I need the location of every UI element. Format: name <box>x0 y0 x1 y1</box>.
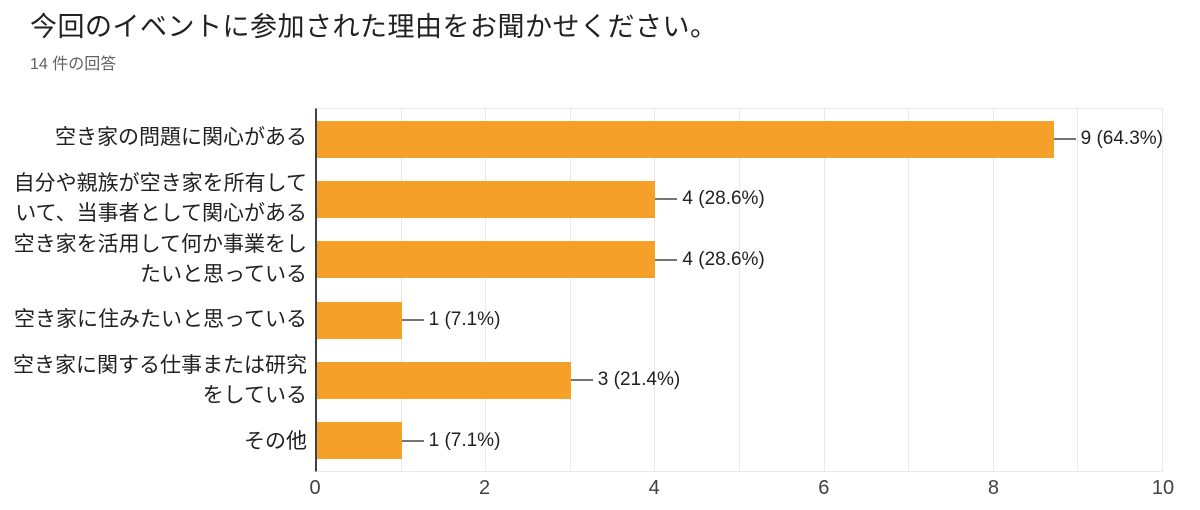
category-label-line: たいと思っている <box>140 262 307 286</box>
bar-rows: 9 (64.3%) 4 (28.6%) 4 (28.6%) 1 (7.1%) 3 (21… <box>317 109 1163 471</box>
x-axis-tick: 10 <box>1151 477 1175 499</box>
gridline <box>908 109 910 471</box>
x-axis-tick: 0 <box>309 477 321 499</box>
gridline <box>823 109 825 471</box>
gridline <box>1162 109 1163 471</box>
value-label: 1 (7.1%) <box>428 429 501 451</box>
x-axis-tick: 2 <box>479 477 491 499</box>
bar <box>317 301 402 339</box>
bar-row: 4 (28.6%) <box>317 169 1163 229</box>
category-label: 空き家の問題に関心がある <box>0 108 307 169</box>
gridline <box>485 109 487 471</box>
category-label-line: 空き家に住みたいと思っている <box>14 308 307 332</box>
category-label: その他 <box>0 411 307 472</box>
category-label: 空き家に住みたいと思っている <box>0 290 307 351</box>
bar <box>317 361 571 399</box>
value-label: 3 (21.4%) <box>597 369 681 391</box>
x-axis-tick: 4 <box>648 477 660 499</box>
value-label: 4 (28.6%) <box>682 248 765 270</box>
page-title: 今回のイベントに参加された理由をお聞かせください。 <box>30 12 718 42</box>
gridline <box>569 109 571 471</box>
bar-row: 4 (28.6%) <box>317 230 1163 290</box>
callout-line <box>570 379 593 382</box>
callout-line <box>655 198 678 201</box>
bar <box>317 241 656 279</box>
category-label-line: 空き家を活用して何か事業をし <box>13 232 307 256</box>
callout-line <box>401 319 424 322</box>
category-label: 自分や親族が空き家を所有して いて、当事者として関心がある <box>0 169 307 230</box>
callout-line <box>1053 138 1076 141</box>
value-label: 9 (64.3%) <box>1080 128 1163 150</box>
bar-row: 9 (64.3%) <box>317 109 1163 169</box>
bar <box>317 120 1054 158</box>
category-label-line: 空き家に関する仕事または研究 <box>13 354 307 378</box>
bar <box>317 422 402 460</box>
x-axis: 0 2 4 6 8 10 <box>309 477 1174 503</box>
gridlines <box>317 109 1163 471</box>
bar-row: 1 (7.1%) <box>317 411 1163 471</box>
category-label: 空き家を活用して何か事業をしたいと思っている <box>0 229 307 290</box>
bar <box>317 180 656 218</box>
category-label-line: をしている <box>202 384 307 408</box>
category-label-line: 空き家の問題に関心がある <box>55 126 307 150</box>
category-label: 空き家に関する仕事または研究をしている <box>0 351 307 412</box>
category-label-line: いて、当事者として関心がある <box>15 202 307 225</box>
gridline <box>654 109 656 471</box>
value-label: 4 (28.6%) <box>682 188 765 210</box>
category-label-line: その他 <box>244 429 307 453</box>
x-axis-tick: 6 <box>818 477 830 499</box>
callout-line <box>655 258 678 261</box>
bar-row: 1 (7.1%) <box>317 290 1163 350</box>
gridline <box>1077 109 1079 471</box>
response-count: 14 件の回答 <box>30 56 117 73</box>
callout-line <box>401 439 424 442</box>
gridline <box>400 109 402 471</box>
category-axis: 空き家の問題に関心がある自分や親族が空き家を所有して いて、当事者として関心がある… <box>0 108 307 472</box>
x-axis-tick: 8 <box>987 477 999 499</box>
bar-row: 3 (21.4%) <box>317 350 1163 410</box>
category-label-line: 自分や親族が空き家を所有して <box>13 172 307 195</box>
value-label: 1 (7.1%) <box>428 309 501 331</box>
plot-area: 9 (64.3%) 4 (28.6%) 4 (28.6%) 1 (7.1%) 3 (21… <box>315 108 1163 472</box>
gridline <box>992 109 994 471</box>
gridline <box>739 109 740 471</box>
